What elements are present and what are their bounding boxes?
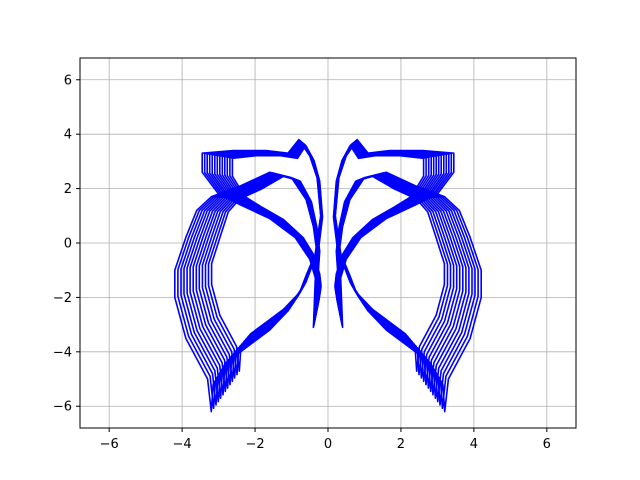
y-tick-label: 0 [64,237,72,252]
grid-lines [80,58,576,428]
y-tick-label: 2 [64,182,72,197]
y-tick-label: 4 [64,128,72,143]
axis-ticks: −6 −4 −2 0 2 4 6 −6 −4 −2 0 2 4 6 [53,73,551,452]
x-tick-label: −4 [173,437,192,452]
x-tick-label: 6 [543,437,551,452]
left-wing-curve-12 [174,138,322,413]
x-tick-label: 2 [397,437,405,452]
x-tick-label: 4 [470,437,478,452]
x-tick-label: 0 [324,437,332,452]
y-tick-label: −2 [53,291,72,306]
y-tick-label: −4 [53,345,72,360]
x-tick-label: −2 [245,437,264,452]
series-curves [174,138,483,413]
x-tick-label: −6 [100,437,119,452]
y-tick-label: −6 [53,400,72,415]
right-wing-curve-12 [334,138,483,413]
y-tick-label: 6 [64,73,72,88]
